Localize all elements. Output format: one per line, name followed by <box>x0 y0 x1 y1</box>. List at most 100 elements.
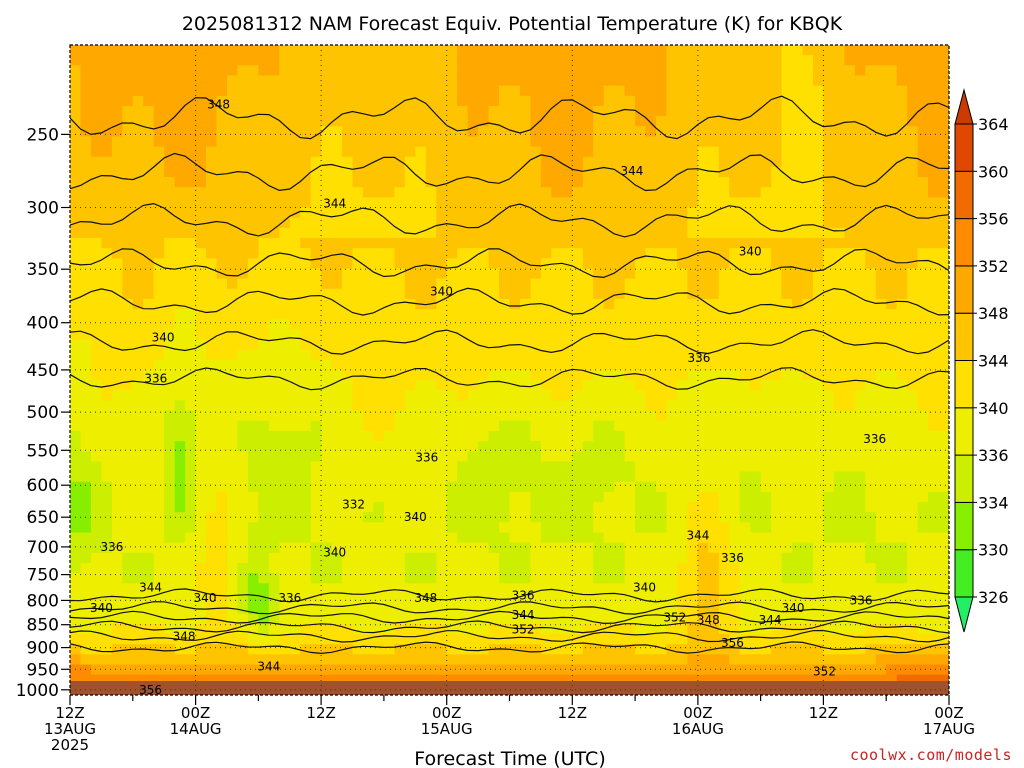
colorbar-label: 360 <box>978 162 1009 181</box>
colorbar-swatch <box>954 123 974 172</box>
x-tick-label: 14AUG <box>170 720 222 738</box>
contour-lines <box>70 95 949 655</box>
contour-label: 352 <box>512 622 535 636</box>
contour-label: 352 <box>813 664 836 678</box>
contour-label: 340 <box>152 331 175 345</box>
colorbar-swatch <box>954 312 974 362</box>
x-tick-label: 00Z <box>181 704 210 722</box>
x-tick-label: 00Z <box>934 704 963 722</box>
contour-label: 336 <box>721 551 744 565</box>
colorbar-label: 348 <box>978 304 1009 323</box>
colorbar-swatch <box>954 265 974 314</box>
plot-area: 3483443443403403403363363363363323403443… <box>70 45 949 697</box>
x-tick-label: 15AUG <box>421 720 473 738</box>
colorbar-label: 344 <box>978 352 1009 371</box>
y-tick-label: 850 <box>27 616 59 636</box>
contour-label: 348 <box>414 591 437 605</box>
contour-label: 340 <box>633 581 656 595</box>
contour-label: 344 <box>686 528 709 542</box>
x-tick-label: 00Z <box>683 704 712 722</box>
y-tick-label: 550 <box>27 441 59 461</box>
contour-label: 336 <box>144 372 167 386</box>
contour-label: 348 <box>697 613 720 627</box>
colorbar: 326 330 334 336 340 344 348 352 356 360 364 <box>954 88 1009 633</box>
contour-label: 336 <box>415 451 438 465</box>
contour-label: 340 <box>90 601 113 615</box>
x-tick-label: 12Z <box>809 704 838 722</box>
contour-label: 340 <box>782 601 805 615</box>
contour-label: 340 <box>323 546 346 560</box>
contour-label: 332 <box>342 498 365 512</box>
contour-label: 348 <box>207 98 230 112</box>
contour-label: 344 <box>139 581 162 595</box>
contour-labels: 3483443443403403403363363363363323403443… <box>90 98 886 697</box>
x-tick-label: 2025 <box>51 736 89 754</box>
x-tick-label: 00Z <box>432 704 461 722</box>
contour-label: 336 <box>100 540 123 554</box>
y-tick-label: 750 <box>27 566 59 586</box>
contour-label: 340 <box>404 510 427 524</box>
colorbar-label: 334 <box>978 493 1009 512</box>
colorbar-swatch <box>954 170 974 220</box>
contour-label: 344 <box>620 164 643 178</box>
y-tick-label: 450 <box>27 361 59 381</box>
colorbar-label: 340 <box>978 399 1009 418</box>
colorbar-swatch <box>954 549 974 598</box>
watermark: coolwx.com/models <box>850 746 1012 764</box>
y-tick-label: 300 <box>27 199 59 219</box>
x-tick-label: 12Z <box>306 704 335 722</box>
contour-label: 336 <box>278 591 301 605</box>
contour-label: 336 <box>687 351 710 365</box>
contour-label: 344 <box>512 608 535 622</box>
contour-label: 344 <box>759 613 782 627</box>
x-tick-label: 12Z <box>558 704 587 722</box>
contour-label: 340 <box>739 245 762 259</box>
contour-label: 356 <box>139 683 162 697</box>
y-tick-label: 500 <box>27 403 59 423</box>
contour-label: 336 <box>863 432 886 446</box>
colorbar-swatch <box>954 218 974 267</box>
contour-label: 356 <box>721 636 744 650</box>
contour-label: 336 <box>512 588 535 602</box>
y-tick-label: 250 <box>27 125 59 145</box>
y-tick-label: 700 <box>27 538 59 558</box>
colorbar-swatch <box>954 454 974 503</box>
y-tick-label: 1000 <box>16 681 59 701</box>
colorbar-label: 364 <box>978 115 1009 134</box>
contour-label: 336 <box>850 593 873 607</box>
contour-label: 340 <box>430 285 453 299</box>
grid-lines <box>70 45 949 695</box>
contour-label: 348 <box>173 629 196 643</box>
contour-label: 340 <box>194 591 217 605</box>
chart-title: 2025081312 NAM Forecast Equiv. Potential… <box>182 13 843 35</box>
pressure-axis: 250 300 350 400 450 500 550 600 650 700 750 800 850 9… <box>16 125 70 701</box>
x-tick-label: 12Z <box>55 704 84 722</box>
colorbar-swatch <box>954 88 974 125</box>
x-tick-label: 17AUG <box>923 720 975 738</box>
contour-label: 344 <box>257 659 280 673</box>
y-tick-label: 350 <box>27 260 59 280</box>
y-tick-label: 600 <box>27 476 59 496</box>
y-tick-label: 800 <box>27 591 59 611</box>
x-tick-label: 13AUG <box>44 720 96 738</box>
colorbar-swatch <box>954 501 974 551</box>
colorbar-label: 352 <box>978 257 1009 276</box>
colorbar-label: 336 <box>978 446 1009 465</box>
y-tick-label: 400 <box>27 314 59 334</box>
colorbar-swatch <box>954 360 974 409</box>
colorbar-label: 356 <box>978 210 1009 229</box>
x-axis-label: Forecast Time (UTC) <box>414 748 605 768</box>
colorbar-label: 326 <box>978 588 1009 607</box>
colorbar-swatch <box>954 596 974 633</box>
colorbar-swatch <box>954 407 974 456</box>
x-tick-label: 16AUG <box>672 720 724 738</box>
y-tick-label: 900 <box>27 639 59 659</box>
y-tick-label: 650 <box>27 508 59 528</box>
contour-label: 352 <box>663 611 686 625</box>
colorbar-label: 330 <box>978 541 1009 560</box>
ground-surface <box>70 681 949 695</box>
contour-label: 344 <box>323 196 346 210</box>
y-tick-label: 950 <box>27 660 59 680</box>
